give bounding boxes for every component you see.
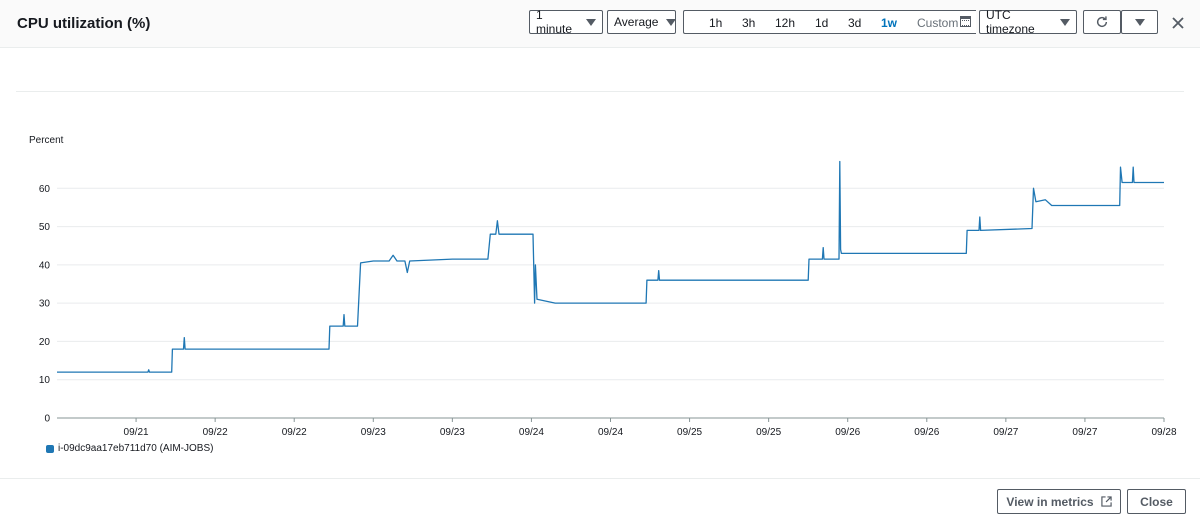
x-tick-label: 09/27 [993,427,1018,438]
refresh-button[interactable] [1083,10,1121,34]
actions-dropdown-button[interactable] [1121,10,1158,34]
x-tick-label: 09/21 [124,427,149,438]
series-line[interactable] [57,160,1164,373]
x-tick-label: 09/23 [440,427,465,438]
x-tick-label: 09/28 [1151,427,1176,438]
close-button[interactable]: Close [1127,489,1186,514]
y-tick-label: 10 [39,375,51,386]
range-12h[interactable]: 12h [775,16,796,30]
x-tick-label: 09/22 [203,427,228,438]
x-tick-label: 09/26 [914,427,939,438]
close-icon[interactable] [1171,16,1185,30]
modal-header: CPU utilization (%) 1 minute Average 1h … [0,0,1200,48]
modal-footer: View in metrics Close [0,478,1200,522]
view-in-metrics-label: View in metrics [1006,494,1094,509]
legend-swatch [46,444,54,453]
x-tick-label: 09/22 [282,427,307,438]
time-range-group: 1h 3h 12h 1d 3d 1w Custom [683,10,976,34]
y-tick-label: 40 [39,260,51,271]
page-title: CPU utilization (%) [17,15,151,32]
y-tick-label: 50 [39,222,51,233]
x-tick-label: 09/25 [756,427,781,438]
y-axis-label: Percent [29,135,64,146]
range-3h[interactable]: 3h [742,16,756,30]
chart-top-divider [16,91,1184,92]
refresh-icon [1096,16,1108,28]
timezone-select[interactable]: UTC timezone [979,8,1077,36]
range-1w[interactable]: 1w [881,16,898,30]
x-tick-label: 09/25 [677,427,702,438]
timezone-select-value: UTC timezone [986,8,1035,36]
caret-down-icon [1060,18,1070,26]
y-tick-label: 30 [39,299,51,310]
chart-legend: i-09dc9aa17eb711d70 (AIM-JOBS) [46,443,213,454]
x-tick-label: 09/24 [519,427,544,438]
y-tick-label: 60 [39,184,51,195]
caret-down-icon [1134,18,1145,26]
cpu-line-chart: Percent 0 10 20 30 40 50 60 09/21 09/22 09/22 09/… [29,135,1177,438]
range-1h[interactable]: 1h [709,16,723,30]
x-tick-label: 09/26 [835,427,860,438]
x-tick-label: 09/23 [361,427,386,438]
statistic-select[interactable]: Average [607,10,677,34]
close-button-label: Close [1140,494,1173,509]
statistic-select-value: Average [614,15,659,29]
y-tick-label: 0 [44,414,50,425]
range-1d[interactable]: 1d [815,16,829,30]
x-tick-label: 09/27 [1072,427,1097,438]
external-link-icon [1100,496,1112,507]
period-select-value: 1 minute [536,8,573,36]
x-tick-label: 09/24 [598,427,623,438]
range-3d[interactable]: 3d [848,16,862,30]
view-in-metrics-button[interactable]: View in metrics [997,489,1121,514]
calendar-icon[interactable] [960,16,971,27]
caret-down-icon [666,18,677,26]
period-select[interactable]: 1 minute [529,8,603,36]
range-custom[interactable]: Custom [917,16,959,30]
legend-label: i-09dc9aa17eb711d70 (AIM-JOBS) [58,443,214,454]
caret-down-icon [586,18,596,26]
y-tick-label: 20 [39,337,51,348]
